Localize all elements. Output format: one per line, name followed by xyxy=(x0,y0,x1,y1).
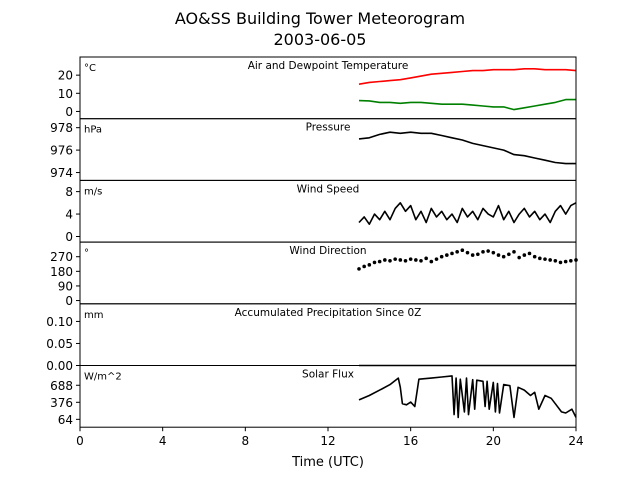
temp-ytick-label-2: 20 xyxy=(58,69,73,83)
wdir-point-18 xyxy=(450,251,454,256)
wspd-ytick-label-0: 0 xyxy=(65,230,73,244)
wdir-point-21 xyxy=(465,250,470,255)
wdir-point-2 xyxy=(367,263,372,267)
wdir-ytick-label-0: 0 xyxy=(65,294,73,308)
temp-series-line-0 xyxy=(358,68,577,85)
wdir-point-36 xyxy=(543,257,547,261)
wdir-point-11 xyxy=(414,258,418,262)
solar-unit-label: W/m^2 xyxy=(84,372,122,383)
wdir-point-4 xyxy=(377,259,382,264)
pressure-ytick-label-1: 976 xyxy=(50,144,73,158)
wdir-point-37 xyxy=(548,258,552,262)
wspd-ytick-label-2: 8 xyxy=(65,185,73,199)
wdir-point-23 xyxy=(476,252,480,257)
precip-ytick-label-1: 0.05 xyxy=(46,337,73,351)
wdir-point-6 xyxy=(388,258,392,263)
precip-ytick-label-2: 0.10 xyxy=(46,315,73,329)
panel-precip: 0.00 0.05 0.10 mm Accumulated Precipitation … xyxy=(46,303,577,373)
wdir-point-29 xyxy=(507,252,511,257)
solar-ytick-label-0: 64 xyxy=(58,413,73,427)
temp-ytick-label-1: 10 xyxy=(58,87,73,101)
temp-panel-title: Air and Dewpoint Temperature xyxy=(248,60,409,72)
wdir-point-15 xyxy=(434,257,439,261)
precip-panel-title: Accumulated Precipitation Since 0Z xyxy=(235,307,422,319)
wdir-point-28 xyxy=(501,254,506,259)
wdir-panel-title: Wind Direction xyxy=(289,245,366,257)
x-axis: 0 4 8 12 16 20 24 xyxy=(76,427,584,448)
wdir-point-17 xyxy=(445,253,449,257)
wspd-panel-title: Wind Speed xyxy=(297,183,360,195)
solar-series-line-0 xyxy=(358,375,577,419)
chart-subtitle: 2003-06-05 xyxy=(274,30,367,49)
wdir-point-31 xyxy=(517,255,521,260)
wdir-point-38 xyxy=(553,258,558,263)
wdir-point-40 xyxy=(563,259,568,264)
wdir-ytick-label-3: 270 xyxy=(50,250,73,264)
wdir-unit-label: ° xyxy=(84,248,89,259)
wdir-point-33 xyxy=(527,251,532,256)
panel-wspd: 0 4 8 m/s Wind Speed xyxy=(65,179,577,244)
wspd-ytick-label-1: 4 xyxy=(65,208,73,222)
pressure-panel-title: Pressure xyxy=(306,122,351,134)
wdir-point-25 xyxy=(486,249,490,253)
wspd-unit-label: m/s xyxy=(84,186,102,197)
solar-ytick-label-1: 376 xyxy=(50,396,73,410)
panel-temp: 0 10 20 °C Air and Dewpoint Temperature xyxy=(58,56,577,120)
wdir-point-22 xyxy=(470,253,475,257)
x-tick-label-6: 24 xyxy=(568,434,583,448)
wdir-ytick-label-2: 180 xyxy=(50,265,73,279)
chart-title: AO&SS Building Tower Meteorogram xyxy=(175,9,465,28)
x-axis-label: Time (UTC) xyxy=(291,455,364,470)
wdir-point-19 xyxy=(455,250,459,254)
precip-unit-label: mm xyxy=(84,310,103,321)
wspd-series-line-0 xyxy=(358,202,577,225)
wdir-point-27 xyxy=(496,253,501,257)
precip-ytick-label-0: 0.00 xyxy=(46,359,73,373)
wdir-point-10 xyxy=(408,257,413,261)
wdir-point-8 xyxy=(398,258,403,262)
wdir-point-26 xyxy=(491,250,496,255)
wdir-point-9 xyxy=(403,258,408,263)
wdir-point-20 xyxy=(460,248,465,253)
temp-series-line-1 xyxy=(358,98,576,111)
x-tick-label-5: 20 xyxy=(486,434,501,448)
pressure-ytick-label-0: 974 xyxy=(50,166,73,180)
wdir-point-1 xyxy=(362,264,366,269)
x-tick-label-3: 12 xyxy=(320,434,335,448)
wdir-point-3 xyxy=(372,260,377,265)
wdir-ytick-label-1: 90 xyxy=(58,279,73,293)
wdir-point-41 xyxy=(569,258,573,263)
x-tick-label-0: 0 xyxy=(76,434,84,448)
wdir-point-24 xyxy=(481,250,485,254)
pressure-series-line-0 xyxy=(358,131,576,165)
wdir-point-32 xyxy=(522,253,527,257)
x-tick-label-4: 16 xyxy=(403,434,418,448)
wdir-point-14 xyxy=(429,259,434,264)
wdir-point-30 xyxy=(512,250,516,254)
x-tick-label-1: 4 xyxy=(159,434,167,448)
wdir-point-0 xyxy=(357,267,361,271)
solar-panel-title: Solar Flux xyxy=(302,369,354,381)
temp-ytick-label-0: 0 xyxy=(65,105,73,119)
temp-unit-label: °C xyxy=(84,63,96,74)
panel-pressure: 974 976 978 hPa Pressure xyxy=(50,118,577,181)
panel-solar: 64 376 688 W/m^2 Solar Flux xyxy=(50,365,577,428)
wdir-point-5 xyxy=(383,258,387,262)
x-tick-label-2: 8 xyxy=(242,434,250,448)
wdir-point-39 xyxy=(558,260,563,265)
wdir-point-7 xyxy=(393,257,397,261)
wdir-point-12 xyxy=(419,258,423,263)
wdir-point-34 xyxy=(532,254,537,259)
wdir-point-16 xyxy=(439,254,444,259)
wdir-point-35 xyxy=(538,256,542,261)
pressure-unit-label: hPa xyxy=(84,125,102,136)
wdir-point-13 xyxy=(424,256,428,261)
solar-ytick-label-2: 688 xyxy=(50,379,73,393)
pressure-ytick-label-2: 978 xyxy=(50,121,73,135)
